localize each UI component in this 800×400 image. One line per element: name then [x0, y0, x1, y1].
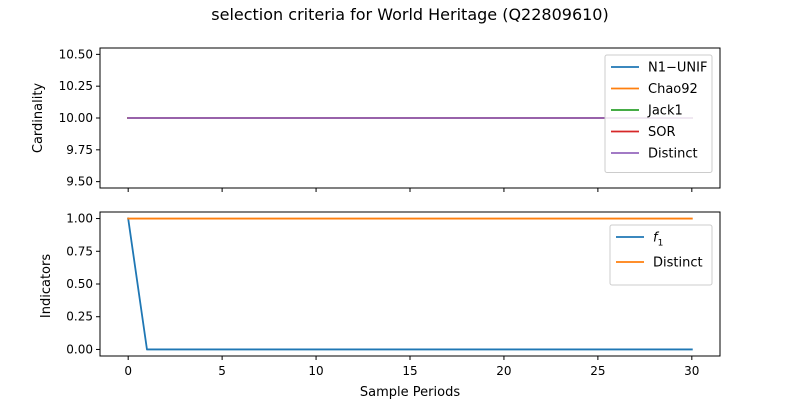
ylabel-cardinality: Cardinality — [31, 83, 46, 154]
ticks-indicators: 0.00 0.25 0.50 0.75 1.00 0 5 10 15 20 25 30 — [66, 212, 699, 378]
y-tick-label: 10.25 — [59, 79, 93, 93]
legend-label-distinct: Distinct — [653, 256, 703, 271]
x-tick-label: 30 — [684, 364, 699, 378]
legend-box — [604, 54, 713, 173]
x-tick-label: 20 — [496, 364, 511, 378]
legend-box — [609, 224, 713, 286]
y-tick-label: 1.00 — [66, 212, 93, 226]
x-tick-label: 15 — [402, 364, 417, 378]
x-tick-label: 10 — [308, 364, 323, 378]
legend-label-distinct: Distinct — [648, 147, 698, 162]
y-tick-label: 0.50 — [66, 277, 93, 291]
legend-indicators: f1 Distinct — [609, 224, 713, 286]
chart-title: selection criteria for World Heritage (Q… — [211, 5, 608, 24]
y-tick-label: 0.00 — [66, 342, 93, 356]
legend-label-n1-unif: N1−UNIF — [648, 61, 707, 76]
y-tick-label: 0.75 — [66, 244, 93, 258]
ylabel-indicators: Indicators — [39, 254, 54, 318]
y-tick-label: 9.50 — [66, 175, 93, 189]
legend-label-jack1: Jack1 — [647, 104, 683, 119]
subplot-indicators: 0.00 0.25 0.50 0.75 1.00 0 5 10 15 20 25 30 Indicat… — [39, 211, 721, 400]
x-tick-label: 25 — [590, 364, 605, 378]
legend-label-sor: SOR — [648, 125, 676, 140]
legend-label-f1: f1 — [653, 231, 663, 249]
legend-label-chao92: Chao92 — [648, 82, 698, 97]
y-tick-label: 9.75 — [66, 143, 93, 157]
y-tick-label: 10.00 — [59, 111, 93, 125]
series-line-f1 — [127, 217, 693, 351]
legend-cardinality: N1−UNIF Chao92 Jack1 SOR Distinct — [604, 54, 713, 173]
x-tick-label: 0 — [124, 364, 132, 378]
ticks-cardinality: 9.50 9.75 10.00 10.25 10.50 — [59, 47, 693, 192]
y-tick-label: 10.50 — [59, 47, 93, 61]
subplot-cardinality: 9.50 9.75 10.00 10.25 10.50 Cardinality N1−U… — [31, 47, 721, 192]
y-tick-label: 0.25 — [66, 310, 93, 324]
xlabel-sample-periods: Sample Periods — [360, 385, 460, 400]
x-tick-label: 5 — [218, 364, 226, 378]
